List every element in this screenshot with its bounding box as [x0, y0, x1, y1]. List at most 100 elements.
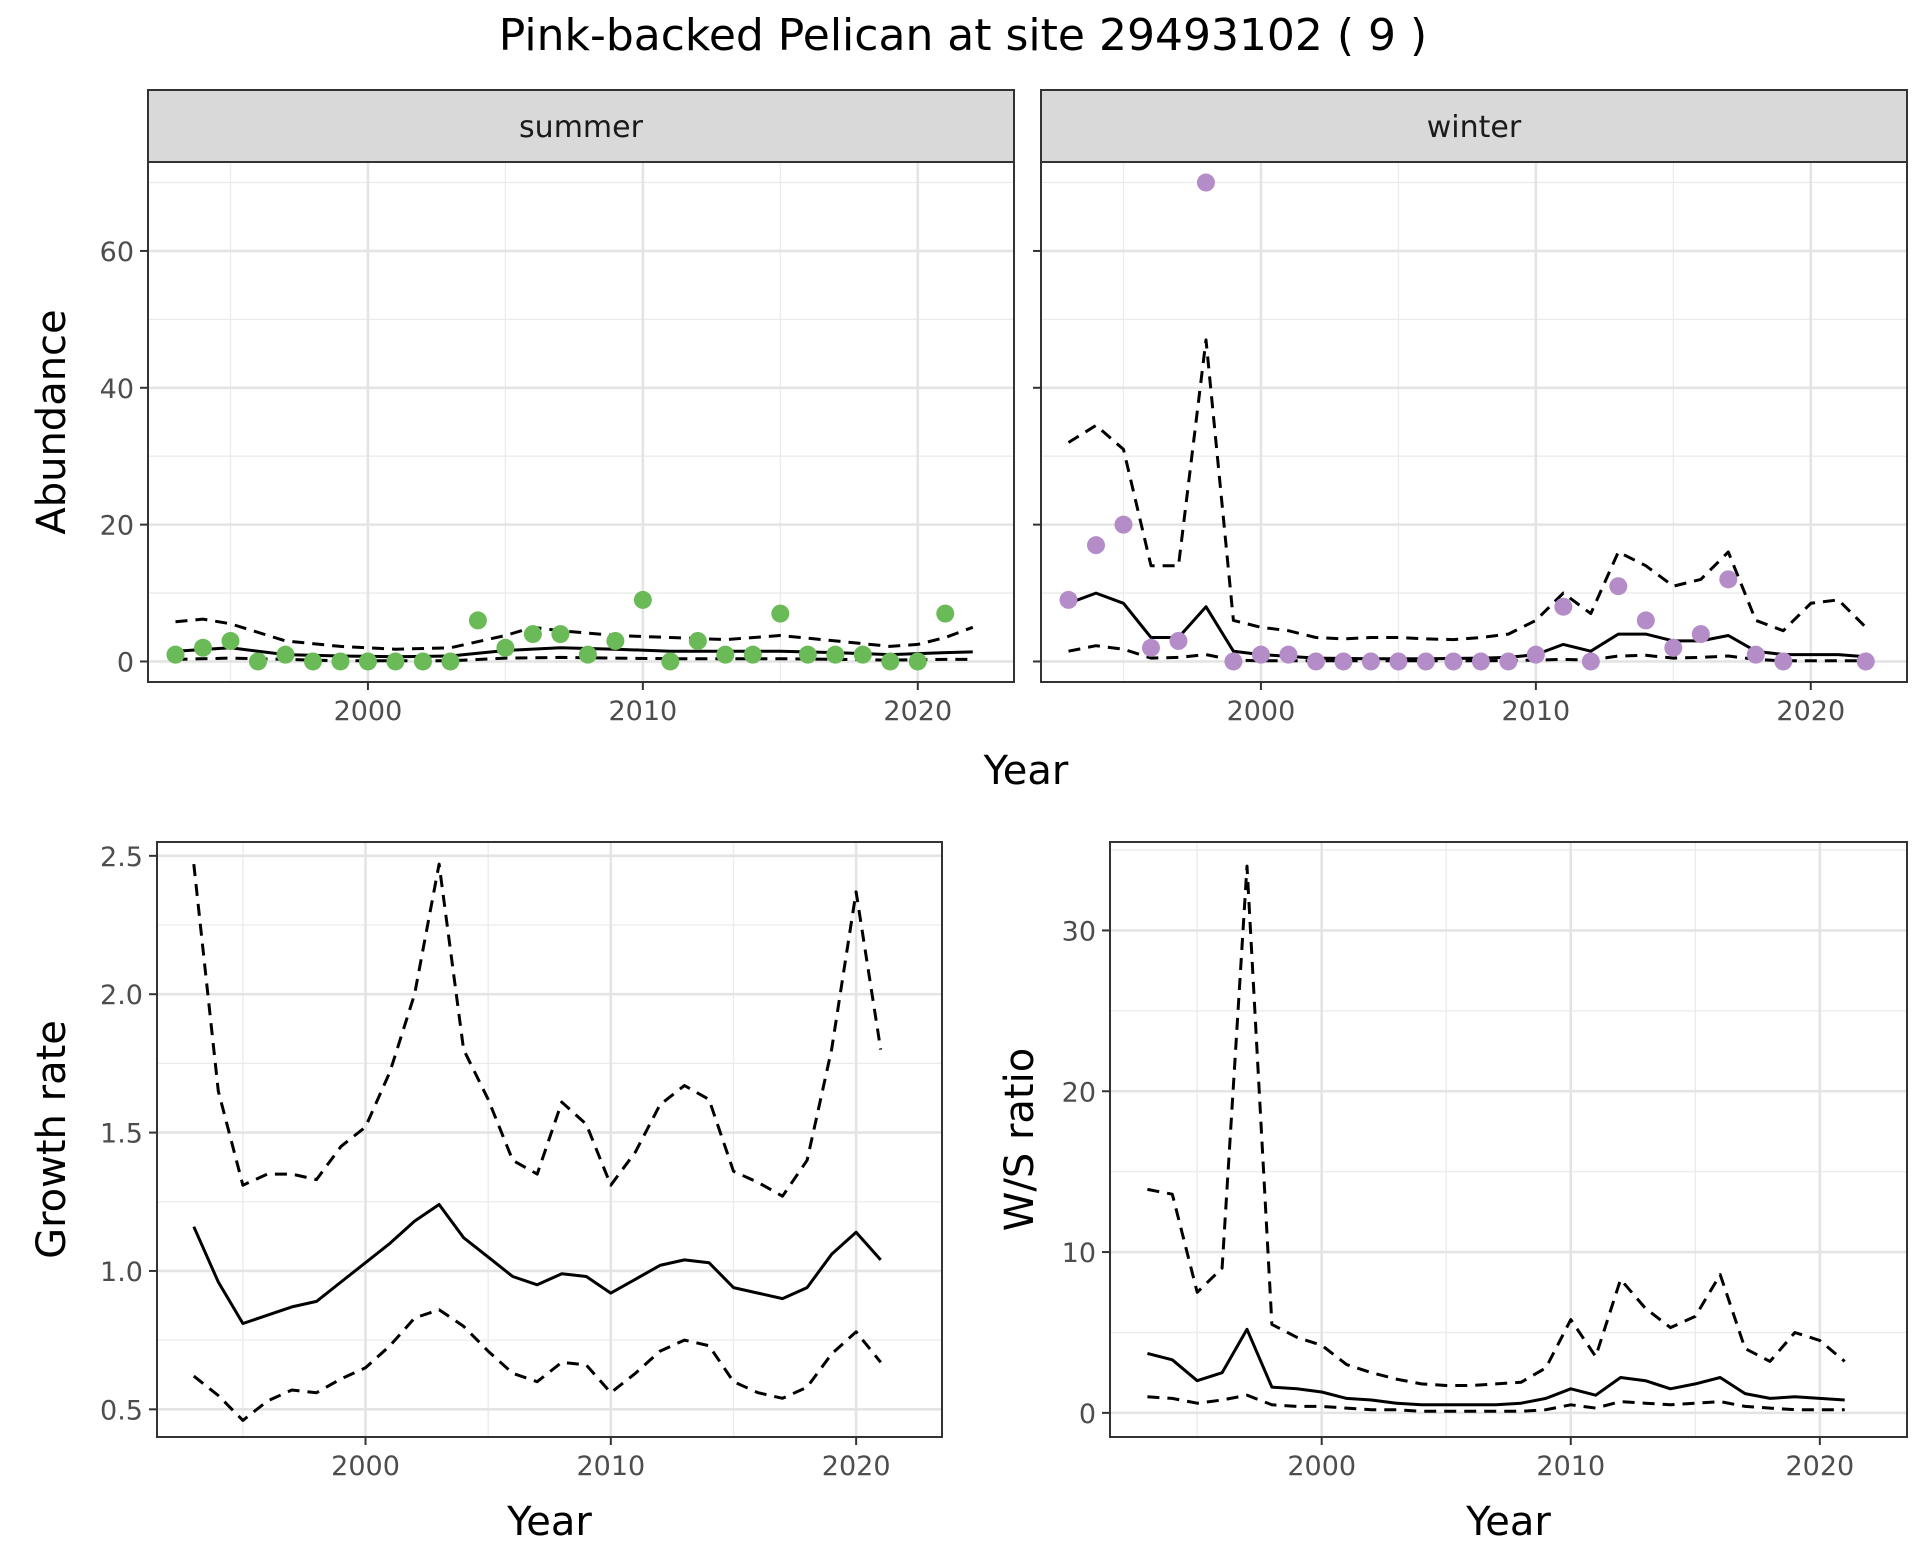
- data-point: [358, 652, 377, 671]
- data-point: [1609, 577, 1628, 596]
- data-point: [1499, 652, 1518, 671]
- y-tick-label: 1.0: [100, 1257, 143, 1288]
- y-tick-label: 0: [117, 647, 134, 678]
- data-point: [936, 604, 955, 623]
- data-point: [193, 638, 212, 657]
- data-point: [1251, 645, 1270, 664]
- data-point: [1114, 515, 1133, 534]
- x-axis-title-growth: Year: [506, 1499, 592, 1545]
- data-point: [606, 631, 625, 650]
- series-line-solid-0: [192, 1203, 882, 1325]
- data-layer: [1059, 173, 1875, 671]
- data-point: [798, 645, 817, 664]
- strip-label-summer: summer: [519, 110, 644, 145]
- y-tick-label: 2.0: [100, 980, 143, 1011]
- x-tick-label: 2000: [1227, 696, 1296, 727]
- data-point: [1636, 611, 1655, 630]
- panel-ratio: 2000 2010 2020 0 10 20 30 W/S ratio Year: [997, 841, 1908, 1545]
- y-tick-label: 20: [100, 511, 134, 542]
- data-point: [1334, 652, 1353, 671]
- y-tick-label: 0: [1079, 1399, 1096, 1430]
- data-point: [1719, 570, 1738, 589]
- x-tick-label: 2020: [883, 696, 952, 727]
- data-point: [1774, 652, 1793, 671]
- data-point: [1361, 652, 1380, 671]
- data-point: [441, 652, 460, 671]
- data-layer: [166, 590, 974, 671]
- data-point: [221, 631, 240, 650]
- data-point: [276, 645, 295, 664]
- data-point: [661, 652, 680, 671]
- data-point: [248, 652, 267, 671]
- data-point: [1141, 638, 1160, 657]
- x-tick-label: 2010: [576, 1451, 645, 1482]
- series-line-dashed-1: [175, 617, 974, 651]
- series-line-dashed-2: [192, 1308, 882, 1422]
- data-point: [1471, 652, 1490, 671]
- x-tick-label: 2000: [331, 1451, 400, 1482]
- data-point: [1389, 652, 1408, 671]
- data-point: [853, 645, 872, 664]
- series-line-dashed-1: [192, 862, 883, 1198]
- data-point: [771, 604, 790, 623]
- data-point: [166, 645, 185, 664]
- series-line-solid-0: [175, 646, 973, 659]
- x-tick-label: 2020: [1776, 696, 1845, 727]
- y-tick-label: 30: [1062, 916, 1096, 947]
- y-tick-label: 0.5: [100, 1395, 143, 1426]
- data-point: [578, 645, 597, 664]
- x-tick-label: 2010: [608, 696, 677, 727]
- x-axis-title-ratio: Year: [1465, 1499, 1551, 1545]
- data-point: [1444, 652, 1463, 671]
- data-point: [716, 645, 735, 664]
- x-tick-label: 2020: [1785, 1451, 1854, 1482]
- data-point: [1306, 652, 1325, 671]
- x-tick-label: 2000: [334, 696, 403, 727]
- y-axis-title-summer: Abundance: [29, 309, 75, 534]
- data-point: [1059, 590, 1078, 609]
- y-tick-label: 60: [100, 237, 134, 268]
- data-point: [523, 625, 542, 644]
- x-tick-label: 2010: [1536, 1451, 1605, 1482]
- data-point: [413, 652, 432, 671]
- data-point: [1196, 173, 1215, 192]
- data-point: [1856, 652, 1875, 671]
- data-point: [1279, 645, 1298, 664]
- data-layer: [192, 862, 883, 1422]
- data-point: [496, 638, 515, 657]
- data-point: [1416, 652, 1435, 671]
- data-point: [826, 645, 845, 664]
- series-line-dashed-1: [1147, 864, 1846, 1387]
- panel-border: [1040, 161, 1908, 683]
- data-point: [1664, 638, 1683, 657]
- series-line-dashed-2: [1147, 1393, 1845, 1413]
- data-point: [908, 652, 927, 671]
- panel-border: [1109, 841, 1908, 1438]
- strip-label-winter: winter: [1427, 110, 1522, 145]
- data-point: [1224, 652, 1243, 671]
- series-line-solid-0: [1147, 1327, 1845, 1407]
- series-line-dashed-1: [1067, 338, 1867, 642]
- data-point: [303, 652, 322, 671]
- series-line-solid-0: [1067, 591, 1866, 661]
- data-point: [331, 652, 350, 671]
- panel-border: [147, 161, 1015, 683]
- y-axis-title-ratio: W/S ratio: [997, 1048, 1043, 1231]
- data-point: [551, 625, 570, 644]
- strip-background: [147, 89, 1015, 163]
- panels: summer 2000 2010 2020 0 20 40 60 Abundance winter…: [29, 89, 1908, 1545]
- data-point: [1526, 645, 1545, 664]
- chart-title: Pink-backed Pelican at site 29493102 ( 9…: [499, 10, 1427, 61]
- panel-growth: 2000 2010 2020 0.5 1.0 1.5 2.0 2.5 Growth rate Ye…: [29, 841, 943, 1545]
- data-point: [633, 590, 652, 609]
- data-point: [1169, 631, 1188, 650]
- panel-border: [156, 841, 943, 1438]
- x-tick-label: 2010: [1501, 696, 1570, 727]
- data-point: [1581, 652, 1600, 671]
- y-tick-label: 40: [100, 374, 134, 405]
- y-tick-label: 2.5: [100, 842, 143, 873]
- data-point: [1691, 625, 1710, 644]
- data-point: [468, 611, 487, 630]
- data-point: [688, 631, 707, 650]
